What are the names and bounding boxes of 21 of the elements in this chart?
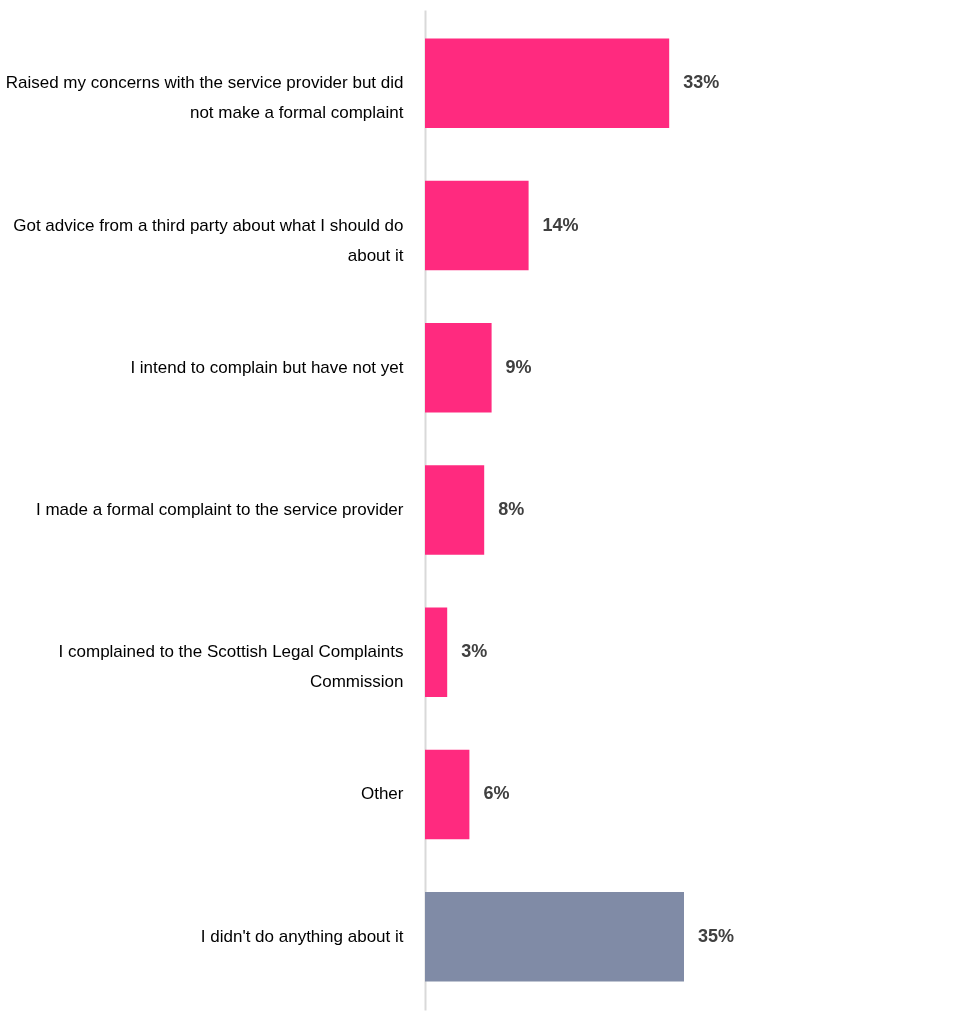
bar	[425, 891, 684, 982]
y-tick-label: I didn't do anything about it	[200, 926, 404, 946]
data-label: 14%	[542, 214, 579, 235]
y-tick-label: I complained to the Scottish Legal Complaints Commission	[58, 642, 404, 692]
data-label: 35%	[698, 925, 735, 946]
data-label: 6%	[483, 783, 510, 804]
y-tick-label: I made a formal complaint to the service provider	[35, 500, 404, 519]
y-tick-label: Got advice from a third party about what I should do about it	[13, 215, 404, 265]
data-label: 9%	[505, 356, 532, 377]
y-tick-label: I intend to complain but have not yet	[130, 357, 404, 377]
bar	[425, 465, 485, 555]
data-label: 8%	[498, 499, 525, 519]
data-label: 3%	[461, 641, 488, 662]
y-tick-label: Raised my concerns with the service provider but did not make a formal complaint	[5, 73, 404, 123]
bar	[425, 38, 670, 129]
bar	[425, 607, 448, 698]
bar	[425, 749, 470, 840]
y-tick-label: Other	[360, 784, 404, 804]
bar	[425, 322, 492, 413]
bar	[425, 180, 529, 271]
data-label: 33%	[683, 72, 720, 93]
